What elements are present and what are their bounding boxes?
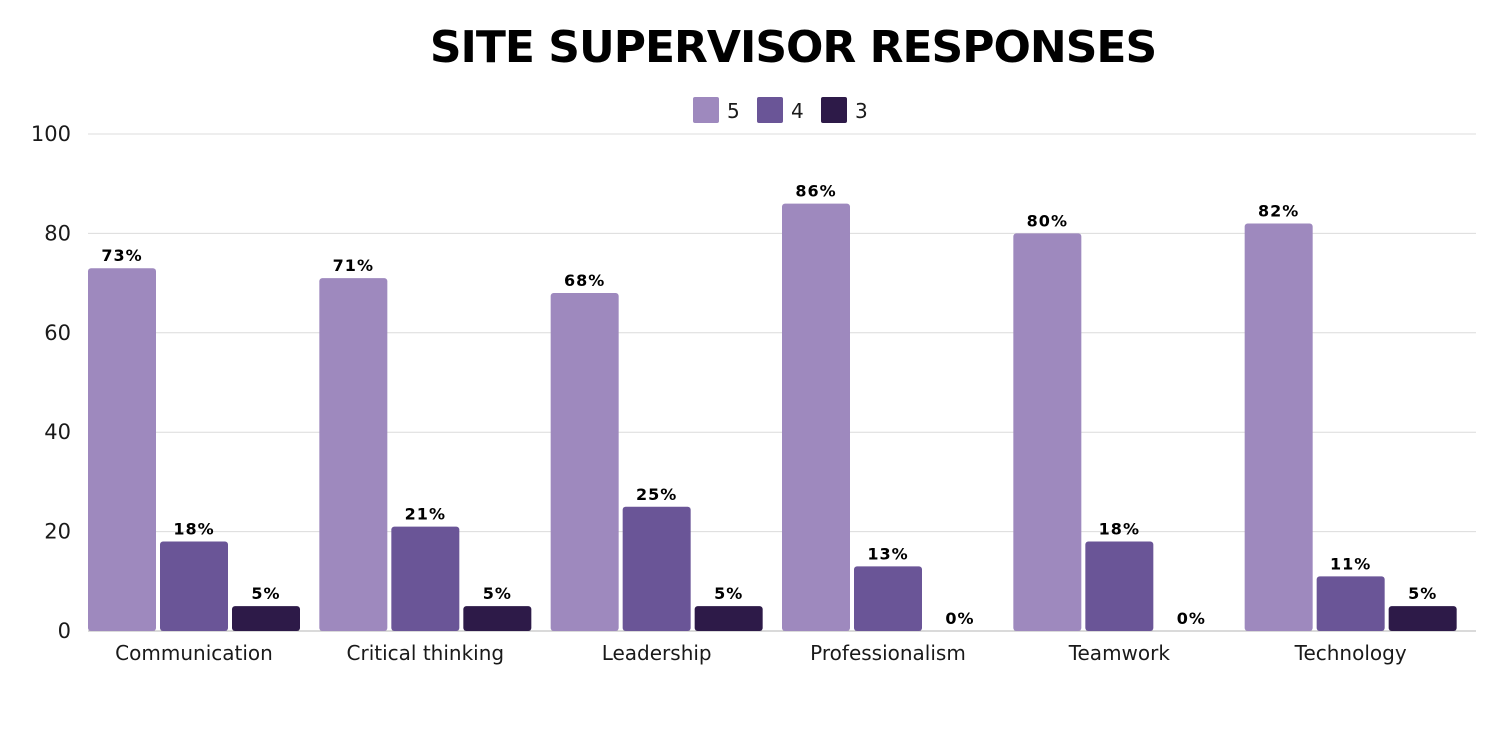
- bar: [1244, 223, 1313, 631]
- legend: 5 4 3: [693, 97, 868, 123]
- data-label: 80%: [1027, 211, 1068, 230]
- bar: [1316, 576, 1385, 631]
- legend-swatch: [693, 97, 719, 123]
- data-label: 5%: [714, 584, 743, 603]
- y-tick-label: 80: [44, 221, 71, 245]
- bar: [1388, 606, 1457, 631]
- data-label: 13%: [867, 544, 908, 563]
- legend-swatch: [757, 97, 783, 123]
- data-label: 18%: [173, 520, 214, 539]
- y-tick-label: 0: [58, 619, 71, 643]
- legend-label: 4: [791, 99, 804, 123]
- data-label: 18%: [1099, 520, 1140, 539]
- data-label: 5%: [483, 584, 512, 603]
- x-tick-label: Professionalism: [810, 641, 966, 665]
- data-label: 68%: [564, 271, 605, 290]
- bars: [88, 203, 1457, 631]
- x-tick-label: Teamwork: [1068, 641, 1171, 665]
- data-label: 0%: [945, 609, 974, 628]
- value-labels: 73% 18% 5% 71% 21% 5% 68% 25% 5% 86% 13% 0% 80% 18% 0%…: [101, 182, 1437, 628]
- bar: [391, 526, 460, 631]
- data-label: 21%: [405, 505, 446, 524]
- bar: [463, 606, 532, 631]
- bar: [622, 506, 691, 631]
- data-label: 5%: [251, 584, 280, 603]
- data-label: 73%: [101, 246, 142, 265]
- data-label: 11%: [1330, 554, 1371, 573]
- y-tick-label: 60: [44, 321, 71, 345]
- bar: [160, 541, 228, 631]
- bar: [550, 293, 619, 631]
- data-label: 25%: [636, 485, 677, 504]
- bar: [232, 606, 300, 631]
- data-label: 71%: [333, 256, 374, 275]
- x-tick-label: Critical thinking: [347, 641, 505, 665]
- chart-title: SITE SUPERVISOR RESPONSES: [430, 22, 1156, 73]
- bar: [694, 606, 763, 631]
- legend-swatch: [821, 97, 847, 123]
- data-label: 5%: [1408, 584, 1437, 603]
- data-label: 86%: [795, 182, 836, 201]
- x-axis-labels: Communication Critical thinking Leadership…: [115, 641, 1407, 665]
- y-tick-label: 100: [31, 122, 71, 146]
- data-label: 82%: [1258, 201, 1299, 220]
- legend-label: 3: [855, 99, 868, 123]
- bar: [782, 203, 850, 631]
- x-tick-label: Leadership: [602, 641, 712, 665]
- legend-label: 5: [727, 99, 740, 123]
- bar: [1013, 233, 1082, 631]
- bar: [854, 566, 922, 631]
- bar: [88, 268, 156, 631]
- y-axis-ticks: 0 20 40 60 80 100: [31, 122, 71, 643]
- x-tick-label: Communication: [115, 641, 273, 665]
- bar: [1085, 541, 1154, 631]
- data-label: 0%: [1177, 609, 1206, 628]
- y-tick-label: 20: [44, 520, 71, 544]
- bar: [319, 278, 388, 631]
- x-tick-label: Technology: [1294, 641, 1407, 665]
- y-tick-label: 40: [44, 420, 71, 444]
